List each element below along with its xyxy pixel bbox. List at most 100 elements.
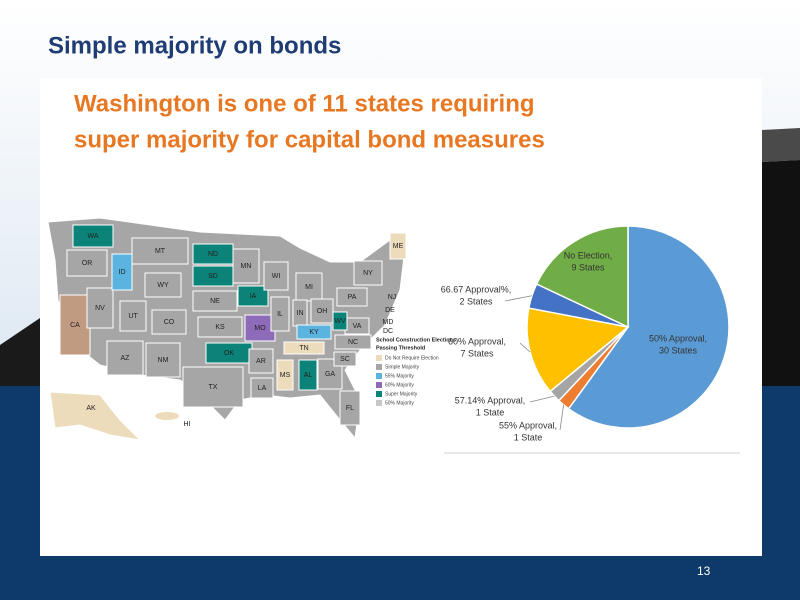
- state-label: NM: [158, 357, 169, 364]
- state-label: GA: [325, 371, 335, 378]
- state-label: TX: [209, 384, 218, 391]
- state: [119, 300, 147, 332]
- pie-slice: [567, 225, 730, 429]
- state: [248, 348, 274, 374]
- subtitle: Washington is one of 11 states requiring: [74, 90, 535, 117]
- leader-line: [559, 404, 565, 431]
- state-label: ND: [208, 251, 218, 258]
- pie-slice: [526, 307, 630, 393]
- page-number: 13: [697, 564, 711, 578]
- state-label: MN: [241, 263, 252, 270]
- state-label: IN: [297, 310, 304, 317]
- state: [276, 359, 294, 391]
- state: [237, 285, 269, 307]
- pie-value-label: 2 States: [459, 296, 493, 306]
- state: [151, 309, 187, 335]
- state: [336, 287, 368, 307]
- state: [332, 311, 348, 331]
- legend-swatch: [376, 400, 382, 406]
- state-label: FL: [346, 405, 354, 412]
- state-label: OR: [82, 260, 93, 267]
- state-label: PA: [348, 294, 357, 301]
- legend-swatch: [376, 382, 382, 388]
- state: [270, 296, 290, 332]
- state: [339, 390, 361, 426]
- state-label: TN: [299, 345, 308, 352]
- state: [197, 316, 243, 338]
- legend-label: Simple Majority: [385, 364, 420, 370]
- state-label: UT: [128, 313, 138, 320]
- state-label: NE: [210, 298, 220, 305]
- state: [389, 232, 407, 260]
- state: [296, 324, 332, 340]
- legend-label: 55% Majority: [385, 373, 414, 379]
- state: [295, 272, 323, 302]
- legend-swatch: [376, 355, 382, 361]
- state: [334, 334, 372, 350]
- state-label: MO: [254, 325, 266, 332]
- state-label: WY: [157, 282, 169, 289]
- state-label: KS: [215, 324, 225, 331]
- state: [192, 290, 238, 312]
- pie-label: 50% Approval,: [649, 333, 707, 343]
- pie-label: No Election,: [564, 250, 613, 260]
- state: [59, 294, 91, 356]
- state-label: AZ: [121, 355, 131, 362]
- state: [72, 224, 114, 248]
- state: [182, 366, 244, 408]
- state-label: ID: [119, 269, 126, 276]
- state-label: NY: [363, 270, 373, 277]
- band: [762, 160, 800, 386]
- legend-label: Super Majority: [385, 391, 418, 397]
- state-label: SD: [208, 273, 218, 280]
- state: [250, 377, 274, 399]
- slide-title: Simple majority on bonds: [48, 32, 341, 59]
- state-label: IA: [250, 293, 257, 300]
- state-label: MD: [383, 319, 394, 326]
- state-label: MS: [280, 372, 291, 379]
- subtitle: super majority for capital bond measures: [74, 126, 545, 153]
- pie-value-label: 30 States: [659, 345, 698, 355]
- state: [145, 342, 181, 378]
- legend-label: 50% Majority: [385, 400, 414, 406]
- state: [144, 272, 182, 298]
- state: [106, 340, 144, 376]
- band: [762, 128, 800, 162]
- band: [0, 318, 40, 386]
- state: [263, 261, 289, 291]
- legend-label: Do Not Require Election: [385, 355, 439, 361]
- state: [310, 298, 334, 324]
- state-label: MI: [305, 284, 313, 291]
- pie-slice: [535, 225, 629, 329]
- pie-label: 57.14% Approval,: [455, 395, 526, 405]
- pie-value-label: 1 State: [514, 432, 543, 442]
- state-label: LA: [258, 385, 267, 392]
- state-label: NC: [348, 339, 358, 346]
- state-label: CO: [164, 319, 175, 326]
- state: [298, 359, 318, 391]
- state-label: NJ: [388, 294, 397, 301]
- state-label: OH: [317, 308, 328, 315]
- state: [111, 253, 133, 291]
- state-label: AK: [86, 405, 96, 412]
- state-label: CA: [70, 322, 80, 329]
- legend-swatch: [376, 373, 382, 379]
- state: [333, 351, 357, 367]
- state-label: SC: [340, 356, 350, 363]
- state-label: DE: [385, 307, 395, 314]
- state: [131, 237, 189, 265]
- state-label: DC: [383, 328, 393, 335]
- state: [353, 260, 383, 286]
- state: [244, 314, 276, 342]
- state: [155, 412, 179, 420]
- state: [232, 248, 260, 284]
- leader-line: [529, 395, 555, 403]
- pie-label: 66.67 Approval%,: [441, 284, 512, 294]
- pie-label: 55% Approval,: [499, 420, 557, 430]
- pie-value-label: 9 States: [571, 262, 605, 272]
- leader-line: [519, 342, 531, 353]
- state-label: OK: [224, 350, 234, 357]
- pie-label: 60% Approval,: [448, 336, 506, 346]
- state-label: VA: [353, 323, 362, 330]
